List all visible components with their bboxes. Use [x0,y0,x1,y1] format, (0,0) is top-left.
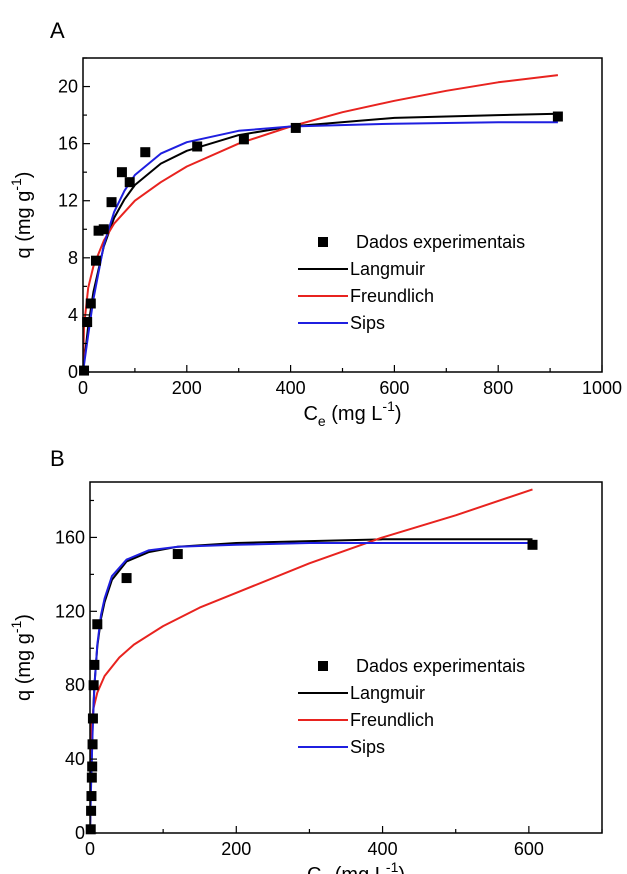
data-point [89,659,100,670]
plot-frame [89,481,603,834]
legend-label: Freundlich [350,286,434,306]
chart-panel-a: A 0 200 400 600 800 1000 0 4 8 12 16 20 Ce (mg L-1) q … [8,18,622,429]
x-tick-label: 800 [483,378,513,398]
legend-label: Dados experimentais [356,232,525,252]
data-point [116,167,127,178]
panel-label: A [50,18,65,43]
data-point [124,177,135,188]
x-tick-label: 600 [379,378,409,398]
y-tick-label: 16 [58,134,78,154]
legend-label: Freundlich [350,710,434,730]
y-tick-label: 0 [75,823,85,843]
legend-marker [318,661,328,671]
data-point [90,255,101,266]
data-point [238,134,249,145]
x-tick-label: 400 [276,378,306,398]
series-line-sips [83,121,558,372]
y-tick-label: 120 [55,601,85,621]
y-axis-title: q (mg g-1) [8,614,35,701]
data-point [82,317,93,328]
data-point [86,772,97,783]
legend-label: Langmuir [350,259,425,279]
data-point [79,365,90,376]
data-point [92,619,103,630]
y-tick-label: 0 [68,362,78,382]
y-tick-label: 80 [65,675,85,695]
series-line-freundlich [83,74,559,372]
data-point [87,761,98,772]
legend: Dados experimentais Langmuir Freundlich Sip… [298,656,525,757]
legend-marker [318,237,328,247]
data-point [172,549,183,560]
x-tick-label: 200 [221,839,251,859]
y-tick-label: 40 [65,749,85,769]
data-point [527,539,538,550]
y-axis-title: q (mg g-1) [8,172,35,259]
data-point [106,197,117,208]
data-point [87,713,98,724]
series-line-langmuir [83,112,558,372]
x-tick-label: 0 [85,839,95,859]
y-tick-label: 4 [68,305,78,325]
data-point [98,224,109,235]
data-point [552,111,563,122]
legend-label: Langmuir [350,683,425,703]
y-tick-label: 8 [68,248,78,268]
data-point [86,805,97,816]
data-point [87,739,98,750]
plot-frame [82,57,603,373]
x-tick-label: 0 [78,378,88,398]
chart-panel-b: B 0 200 400 600 0 40 80 120 160 Ce (mg L-1) q (mg g… [8,446,603,874]
data-point [93,225,104,236]
data-point [121,573,132,584]
legend-label: Dados experimentais [356,656,525,676]
data-point [85,298,96,309]
x-tick-label: 1000 [582,378,622,398]
legend-label: Sips [350,313,385,333]
y-tick-label: 20 [58,77,78,97]
x-axis-title: Ce (mg L-1) [307,859,405,874]
x-tick-label: 600 [514,839,544,859]
data-point [290,122,301,133]
x-tick-label: 200 [172,378,202,398]
series-line-langmuir [90,538,533,833]
series-line-sips [90,542,533,833]
legend: Dados experimentais Langmuir Freundlich Sip… [298,232,525,333]
data-point [140,147,151,158]
x-axis-title: Ce (mg L-1) [303,398,401,429]
legend-label: Sips [350,737,385,757]
panel-label: B [50,446,65,471]
y-tick-label: 12 [58,191,78,211]
data-point [192,141,203,152]
x-tick-label: 400 [368,839,398,859]
y-tick-label: 160 [55,527,85,547]
